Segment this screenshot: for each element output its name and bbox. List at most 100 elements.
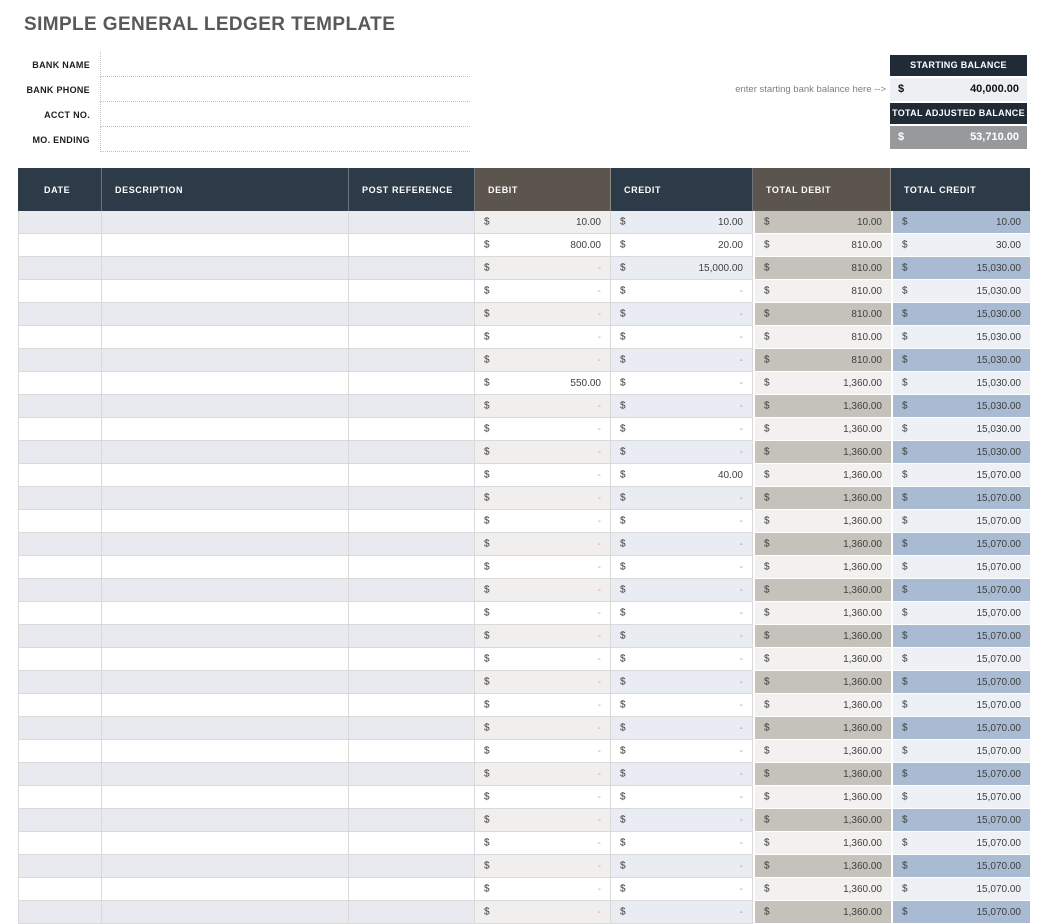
total-credit-cell[interactable]: $15,070.00 [891, 763, 1030, 786]
total-debit-cell[interactable]: $1,360.00 [753, 464, 891, 487]
total-credit-cell[interactable]: $15,030.00 [891, 441, 1030, 464]
post-reference-cell[interactable] [349, 234, 475, 257]
credit-cell[interactable]: $ - [611, 533, 753, 556]
debit-cell[interactable]: $ - [475, 625, 611, 648]
total-debit-cell[interactable]: $1,360.00 [753, 510, 891, 533]
description-cell[interactable] [102, 349, 349, 372]
acct-no-input[interactable] [101, 102, 470, 126]
post-reference-cell[interactable] [349, 579, 475, 602]
total-debit-cell[interactable]: $1,360.00 [753, 832, 891, 855]
total-credit-cell[interactable]: $15,030.00 [891, 418, 1030, 441]
total-debit-cell[interactable]: $1,360.00 [753, 602, 891, 625]
date-cell[interactable] [18, 740, 102, 763]
total-debit-cell[interactable]: $1,360.00 [753, 717, 891, 740]
total-credit-cell[interactable]: $15,070.00 [891, 809, 1030, 832]
date-cell[interactable] [18, 418, 102, 441]
credit-cell[interactable]: $ - [611, 694, 753, 717]
total-credit-cell[interactable]: $15,070.00 [891, 786, 1030, 809]
post-reference-cell[interactable] [349, 786, 475, 809]
post-reference-cell[interactable] [349, 694, 475, 717]
credit-cell[interactable]: $ - [611, 556, 753, 579]
post-reference-cell[interactable] [349, 418, 475, 441]
debit-cell[interactable]: $ - [475, 878, 611, 901]
total-credit-cell[interactable]: $15,070.00 [891, 740, 1030, 763]
total-debit-cell[interactable]: $1,360.00 [753, 556, 891, 579]
total-credit-cell[interactable]: $15,030.00 [891, 257, 1030, 280]
date-cell[interactable] [18, 901, 102, 924]
post-reference-cell[interactable] [349, 257, 475, 280]
post-reference-cell[interactable] [349, 211, 475, 234]
debit-cell[interactable]: $ - [475, 671, 611, 694]
post-reference-cell[interactable] [349, 602, 475, 625]
debit-cell[interactable]: $ - [475, 510, 611, 533]
description-cell[interactable] [102, 625, 349, 648]
credit-cell[interactable]: $ - [611, 740, 753, 763]
description-cell[interactable] [102, 556, 349, 579]
debit-cell[interactable]: $ - [475, 809, 611, 832]
total-credit-cell[interactable]: $15,030.00 [891, 280, 1030, 303]
description-cell[interactable] [102, 464, 349, 487]
total-credit-cell[interactable]: $15,030.00 [891, 326, 1030, 349]
debit-cell[interactable]: $ - [475, 533, 611, 556]
credit-cell[interactable]: $ - [611, 809, 753, 832]
total-debit-cell[interactable]: $1,360.00 [753, 901, 891, 924]
mo-ending-input[interactable] [101, 127, 470, 151]
date-cell[interactable] [18, 602, 102, 625]
credit-cell[interactable]: $ - [611, 418, 753, 441]
starting-balance-value-cell[interactable]: $ 40,000.00 [890, 78, 1027, 101]
description-cell[interactable] [102, 717, 349, 740]
total-debit-cell[interactable]: $1,360.00 [753, 395, 891, 418]
post-reference-cell[interactable] [349, 901, 475, 924]
description-cell[interactable] [102, 671, 349, 694]
date-cell[interactable] [18, 855, 102, 878]
date-cell[interactable] [18, 510, 102, 533]
debit-cell[interactable]: $ - [475, 257, 611, 280]
description-cell[interactable] [102, 855, 349, 878]
debit-cell[interactable]: $ - [475, 280, 611, 303]
total-debit-cell[interactable]: $1,360.00 [753, 671, 891, 694]
post-reference-cell[interactable] [349, 487, 475, 510]
debit-cell[interactable]: $ - [475, 303, 611, 326]
post-reference-cell[interactable] [349, 303, 475, 326]
credit-cell[interactable]: $ - [611, 326, 753, 349]
date-cell[interactable] [18, 487, 102, 510]
credit-cell[interactable]: $ - [611, 878, 753, 901]
description-cell[interactable] [102, 901, 349, 924]
description-cell[interactable] [102, 510, 349, 533]
debit-cell[interactable]: $ - [475, 464, 611, 487]
description-cell[interactable] [102, 832, 349, 855]
bank-phone-input[interactable] [101, 77, 470, 101]
credit-cell[interactable]: $ - [611, 395, 753, 418]
total-debit-cell[interactable]: $1,360.00 [753, 625, 891, 648]
credit-cell[interactable]: $ - [611, 602, 753, 625]
date-cell[interactable] [18, 694, 102, 717]
date-cell[interactable] [18, 556, 102, 579]
credit-cell[interactable]: $10.00 [611, 211, 753, 234]
date-cell[interactable] [18, 648, 102, 671]
credit-cell[interactable]: $40.00 [611, 464, 753, 487]
total-debit-cell[interactable]: $810.00 [753, 326, 891, 349]
total-credit-cell[interactable]: $15,070.00 [891, 533, 1030, 556]
total-credit-cell[interactable]: $15,070.00 [891, 579, 1030, 602]
debit-cell[interactable]: $ - [475, 579, 611, 602]
date-cell[interactable] [18, 625, 102, 648]
description-cell[interactable] [102, 326, 349, 349]
post-reference-cell[interactable] [349, 832, 475, 855]
credit-cell[interactable]: $ - [611, 855, 753, 878]
total-credit-cell[interactable]: $15,070.00 [891, 694, 1030, 717]
date-cell[interactable] [18, 257, 102, 280]
post-reference-cell[interactable] [349, 625, 475, 648]
post-reference-cell[interactable] [349, 349, 475, 372]
date-cell[interactable] [18, 280, 102, 303]
credit-cell[interactable]: $ - [611, 579, 753, 602]
credit-cell[interactable]: $ - [611, 441, 753, 464]
description-cell[interactable] [102, 418, 349, 441]
total-debit-cell[interactable]: $810.00 [753, 280, 891, 303]
total-debit-cell[interactable]: $10.00 [753, 211, 891, 234]
description-cell[interactable] [102, 740, 349, 763]
date-cell[interactable] [18, 234, 102, 257]
total-credit-cell[interactable]: $15,070.00 [891, 625, 1030, 648]
debit-cell[interactable]: $ - [475, 395, 611, 418]
post-reference-cell[interactable] [349, 717, 475, 740]
post-reference-cell[interactable] [349, 763, 475, 786]
